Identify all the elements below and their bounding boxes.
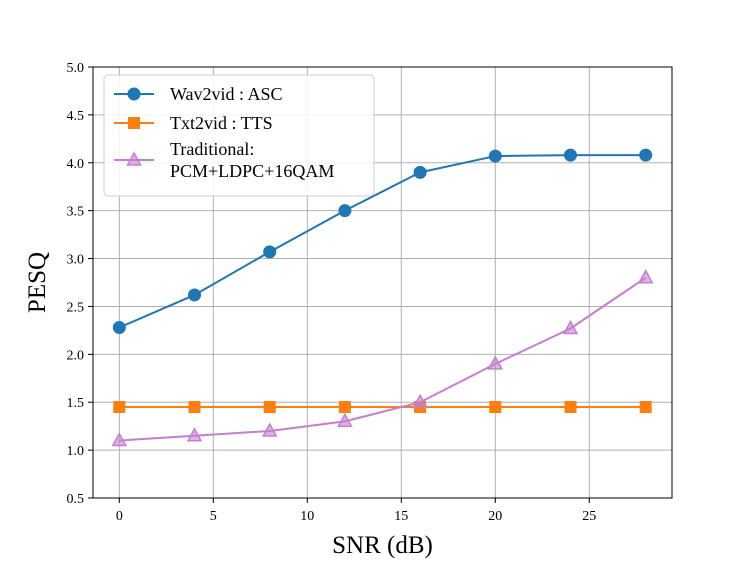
y-tick-label: 0.5 (67, 492, 85, 507)
legend-label: Traditional: (170, 139, 254, 159)
data-point (337, 412, 353, 428)
y-axis-title: PESQ (24, 252, 51, 313)
data-series (111, 148, 654, 447)
data-point (261, 422, 278, 437)
y-tick-label: 3.0 (67, 253, 85, 268)
data-point (113, 401, 126, 414)
y-tick-label: 4.0 (67, 157, 85, 172)
legend-swatch-marker (128, 117, 140, 129)
data-point (413, 165, 427, 179)
axis-ticks: 0 5 10 15 20 25 0.5 1.0 1.5 2.0 2.5 3.0 3.5 4.0 4.5 5.0 (67, 61, 597, 524)
legend-entry: Traditional: PCM+LDPC+16QAM (114, 139, 334, 181)
legend-label: Txt2vid : TTS (170, 113, 273, 133)
x-tick-label: 0 (116, 509, 123, 524)
data-point (639, 148, 653, 162)
legend-label: PCM+LDPC+16QAM (170, 161, 334, 181)
y-tick-label: 5.0 (67, 61, 85, 76)
y-tick-label: 4.5 (67, 109, 85, 124)
legend-entry: Txt2vid : TTS (114, 113, 273, 133)
data-point (188, 401, 201, 414)
data-point (489, 401, 502, 414)
x-tick-label: 5 (210, 509, 217, 524)
data-point (412, 393, 428, 408)
x-tick-label: 15 (394, 509, 408, 524)
legend-box (103, 74, 375, 197)
y-tick-label: 3.5 (67, 205, 85, 220)
data-point (263, 401, 276, 414)
series-line (119, 276, 647, 442)
series-0 (112, 148, 653, 335)
legend-entry: Wav2vid : ASC (114, 84, 283, 104)
data-point (564, 401, 577, 414)
legend: Wav2vid : ASC Txt2vid : TTS Traditional: P… (103, 74, 375, 197)
plot-frame (92, 66, 673, 499)
y-tick-label: 1.5 (67, 396, 85, 411)
x-tick-label: 25 (582, 509, 596, 524)
legend-swatch-marker (127, 87, 141, 101)
data-point (563, 148, 577, 162)
y-tick-label: 1.0 (67, 444, 85, 459)
data-point (188, 288, 202, 302)
data-point (487, 355, 504, 370)
y-tick-label: 2.5 (67, 300, 85, 315)
data-point (263, 245, 277, 259)
data-point (186, 427, 203, 442)
legend-label: Wav2vid : ASC (170, 84, 283, 104)
x-tick-label: 10 (300, 509, 314, 524)
data-point (338, 204, 352, 218)
data-point (488, 149, 502, 163)
data-point (637, 269, 654, 284)
data-point (639, 401, 652, 414)
series-line (118, 154, 646, 329)
series-2 (111, 269, 654, 447)
grid-lines (93, 66, 672, 499)
series-1 (113, 401, 652, 414)
data-point (111, 431, 128, 447)
x-axis-title: SNR (dB) (332, 532, 433, 559)
data-point (338, 401, 351, 414)
legend-swatch-marker (126, 151, 142, 166)
data-point (562, 319, 579, 335)
data-point (112, 321, 126, 335)
x-tick-label: 20 (488, 509, 502, 524)
y-tick-label: 2.0 (67, 348, 85, 363)
